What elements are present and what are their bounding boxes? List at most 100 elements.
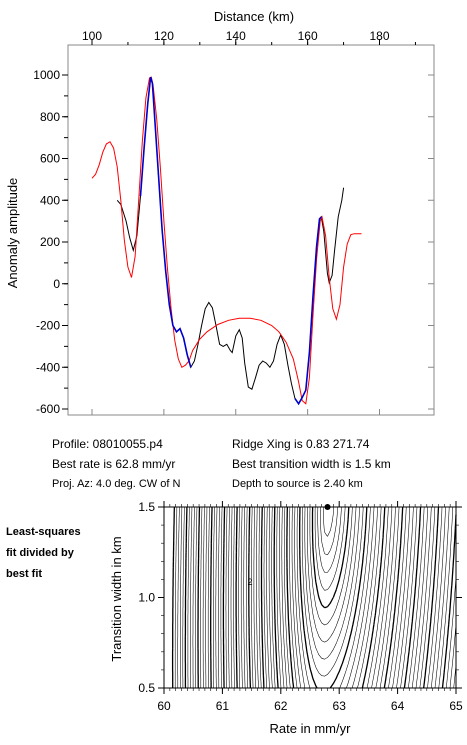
- contour-line: [187, 507, 190, 688]
- contour-line: [225, 506, 228, 689]
- misfit-contours: [171, 506, 457, 689]
- contour-line: [286, 506, 386, 689]
- contour-line: [296, 506, 371, 689]
- contour-line: [281, 506, 393, 689]
- contour-line: [180, 506, 183, 689]
- x-tick-label: 140: [226, 29, 246, 43]
- contour-line: [243, 506, 446, 689]
- contour-line: [258, 506, 425, 689]
- contour-line: [248, 506, 440, 689]
- x-tick-label: 120: [154, 29, 174, 43]
- profile-name: Profile: 08010055.p4: [52, 437, 163, 451]
- x-tick-label: 100: [82, 29, 102, 43]
- x-tick-label: 63: [333, 699, 347, 713]
- ridge-crossing: Ridge Xing is 0.83 271.74: [232, 437, 370, 451]
- x-tick-label: 64: [391, 699, 405, 713]
- contour-line: [251, 506, 436, 689]
- contour-line: [233, 506, 457, 689]
- contour-line: [301, 506, 364, 677]
- y-tick-label: 1.5: [138, 500, 155, 514]
- contour-line: [289, 506, 382, 689]
- y-tick-label: 0: [53, 277, 60, 291]
- y-tick-label: 0.5: [138, 681, 155, 695]
- profile-plot-frame: [67, 44, 435, 416]
- contour-line: [294, 506, 375, 689]
- misfit-note: Least-squares fit divided by best fit: [6, 522, 81, 585]
- contour-line: [230, 506, 457, 689]
- y-tick-label: 1.0: [138, 591, 155, 605]
- contour-line: [215, 507, 218, 688]
- fit-window-line: [139, 76, 192, 368]
- model-anomaly-line: [91, 76, 362, 405]
- contour-line: [184, 507, 188, 689]
- contour-line: [210, 507, 213, 688]
- x-tick-label: 60: [157, 699, 171, 713]
- y-tick-label: 800: [40, 110, 60, 124]
- contour-line: [307, 506, 357, 643]
- best-fit-marker: [324, 504, 331, 510]
- misfit-x-label: Rate in mm/yr: [270, 721, 352, 736]
- y-tick-label: -600: [36, 402, 60, 416]
- y-tick-label: 600: [40, 152, 60, 166]
- contour-line: [218, 507, 220, 689]
- contour-line: [309, 506, 353, 626]
- misfit-note-line: best fit: [6, 568, 43, 580]
- contour-line: [284, 506, 389, 689]
- contour-line: [314, 506, 346, 591]
- contour-line: [202, 506, 205, 688]
- source-depth: Depth to source is 2.40 km: [232, 478, 363, 490]
- contour-line: [222, 506, 226, 689]
- contour-line: [317, 506, 342, 573]
- best-rate: Best rate is 62.8 mm/yr: [52, 457, 176, 471]
- contour-line: [238, 506, 454, 689]
- profile-y-label: Anomaly amplitude: [5, 178, 20, 289]
- contour-line: [273, 506, 404, 689]
- x-tick-label: 65: [449, 699, 463, 713]
- contour-line: [311, 506, 350, 609]
- misfit-note-line: fit divided by: [6, 547, 74, 559]
- best-transition-width: Best transition width is 1.5 km: [232, 457, 391, 471]
- y-tick-label: 1000: [33, 68, 60, 82]
- y-tick-label: 200: [40, 235, 60, 249]
- contour-line: [268, 506, 411, 689]
- contour-line: [279, 506, 396, 689]
- contour-line: [205, 506, 208, 689]
- y-tick-label: -200: [36, 319, 60, 333]
- contour-line: [276, 506, 400, 689]
- contour-line: [304, 506, 360, 660]
- contour-line: [235, 507, 457, 689]
- contour-line: [174, 506, 178, 688]
- contour-line: [190, 507, 193, 688]
- contour-line: [182, 506, 185, 688]
- contour-line: [192, 506, 195, 688]
- contour-line: [246, 506, 443, 689]
- fit-window-line: [294, 216, 322, 406]
- contour-line: [220, 506, 223, 689]
- contour-line: [213, 507, 215, 688]
- y-tick-label: 400: [40, 193, 60, 207]
- profile-x-label: Distance (km): [214, 9, 294, 24]
- contour-line: [271, 506, 407, 689]
- projection-azimuth: Proj. Az: 4.0 deg. CW of N: [52, 478, 181, 490]
- contour-line: [263, 506, 418, 689]
- x-tick-label: 61: [216, 699, 230, 713]
- x-tick-label: 180: [369, 29, 389, 43]
- contour-line: [260, 506, 422, 689]
- contour-line: [320, 506, 338, 556]
- contour-line: [266, 506, 414, 689]
- contour-line: [195, 506, 198, 688]
- contour-line: [171, 506, 176, 688]
- y-tick-label: -400: [36, 360, 60, 374]
- contour-line: [323, 506, 334, 537]
- x-tick-label: 62: [274, 699, 288, 713]
- contour-line: [253, 506, 432, 689]
- misfit-note-line: Least-squares: [6, 526, 81, 538]
- contour-level-label: 2: [247, 577, 252, 587]
- contour-line: [256, 506, 428, 689]
- contour-line: [177, 506, 180, 688]
- contour-line: [197, 506, 201, 689]
- x-tick-label: 160: [298, 29, 318, 43]
- contour-line: [291, 506, 378, 689]
- contour-line: [240, 506, 450, 689]
